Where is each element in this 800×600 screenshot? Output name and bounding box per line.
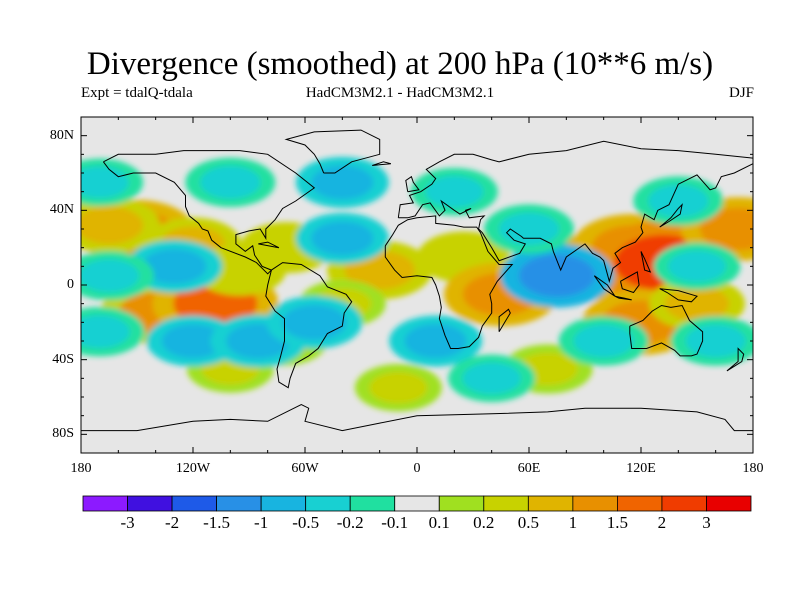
lon-label: 120W [175, 461, 211, 476]
axis-ticks [80, 116, 754, 454]
field-core [162, 324, 224, 358]
coastline [258, 241, 280, 249]
field-core [311, 165, 374, 200]
coastline [614, 295, 632, 301]
field-core [499, 212, 559, 246]
lon-label: 0 [413, 461, 421, 476]
lon-label: 180 [742, 461, 764, 476]
coastline [629, 304, 704, 357]
field-core [573, 324, 634, 358]
colorbar-level-label: -1 [254, 513, 269, 532]
divergence-field [81, 156, 753, 412]
colorbar-level-label: 2 [657, 513, 667, 532]
coastline [265, 262, 353, 389]
colorbar-swatch [216, 495, 262, 512]
lat-label: 80N [49, 127, 74, 143]
field-core [200, 165, 261, 199]
map-title: Divergence (smoothed) at 200 hPa (10**6 … [86, 46, 714, 82]
lat-label: 0 [67, 277, 74, 292]
lat-label: 40N [49, 202, 74, 218]
field-core [81, 166, 129, 199]
colorbar-level-label: 0.1 [428, 513, 450, 532]
colorbar-swatch [706, 495, 752, 512]
coastline [659, 203, 683, 228]
coastline [102, 150, 316, 275]
field-core [665, 286, 729, 322]
field-core [462, 362, 521, 395]
model-label: HadCM3M2.1 - HadCM3M2.1 [305, 85, 495, 101]
field-core [404, 324, 467, 358]
coastline [81, 403, 753, 432]
field-core [519, 254, 595, 297]
coastlines [81, 129, 753, 432]
colorbar-level-label: 1 [568, 513, 578, 532]
colorbar-swatch [305, 495, 351, 512]
coastline [405, 175, 420, 193]
coastline [372, 161, 392, 166]
coastline [284, 129, 381, 174]
colorbar-level-label: -0.2 [336, 513, 364, 532]
colorbar [82, 495, 752, 512]
colorbar-level-label: 0.2 [473, 513, 495, 532]
colorbar-swatch [617, 495, 663, 512]
colorbar-swatch [171, 495, 217, 512]
colorbar-level-label: 3 [702, 513, 711, 532]
colorbar-level-label: -1.5 [203, 513, 231, 532]
colorbar-level-label: 1.5 [606, 513, 629, 532]
colorbar-swatch [394, 495, 440, 512]
lon-label: 60E [517, 461, 541, 476]
field-core [668, 250, 726, 283]
field-core [142, 248, 207, 284]
field-core [648, 184, 709, 218]
field-core [81, 259, 139, 293]
coastline [640, 251, 652, 273]
lon-label: 180 [70, 461, 92, 476]
coastline [726, 347, 745, 372]
field-core [425, 175, 484, 208]
colorbar-swatch [127, 495, 173, 512]
colorbar-swatch [572, 495, 618, 512]
season-label: DJF [728, 85, 754, 101]
lon-label: 120E [626, 461, 656, 476]
colorbar-swatch [483, 495, 529, 512]
coastline [620, 271, 640, 294]
colorbar-swatch [438, 495, 485, 512]
lon-label: 60W [291, 461, 319, 476]
field-core [282, 304, 347, 340]
lat-label: 40S [52, 351, 74, 367]
colorbar-swatch [527, 495, 574, 512]
colorbar-swatch [82, 495, 128, 512]
field-core [700, 207, 753, 251]
colorbar-swatch [661, 495, 707, 512]
coastline [498, 308, 511, 332]
colorbar-swatch [260, 495, 307, 512]
coastline [384, 215, 514, 349]
colorbar-swatch [349, 495, 396, 512]
experiment-label: Expt = tdalQ-tdala [81, 85, 193, 101]
field-core [81, 206, 143, 245]
colorbar-level-label: -0.1 [381, 513, 409, 532]
lat-label: 80S [52, 426, 74, 442]
colorbar-level-label: -3 [120, 513, 135, 532]
field-core [685, 324, 746, 358]
coastline [659, 288, 698, 303]
field-core [81, 315, 130, 349]
colorbar-level-label: 0.5 [517, 513, 539, 532]
colorbar-level-label: -2 [164, 513, 180, 532]
field-core [369, 371, 428, 404]
coastline [397, 140, 753, 284]
field-core [311, 221, 374, 256]
colorbar-level-label: -0.5 [292, 513, 320, 532]
